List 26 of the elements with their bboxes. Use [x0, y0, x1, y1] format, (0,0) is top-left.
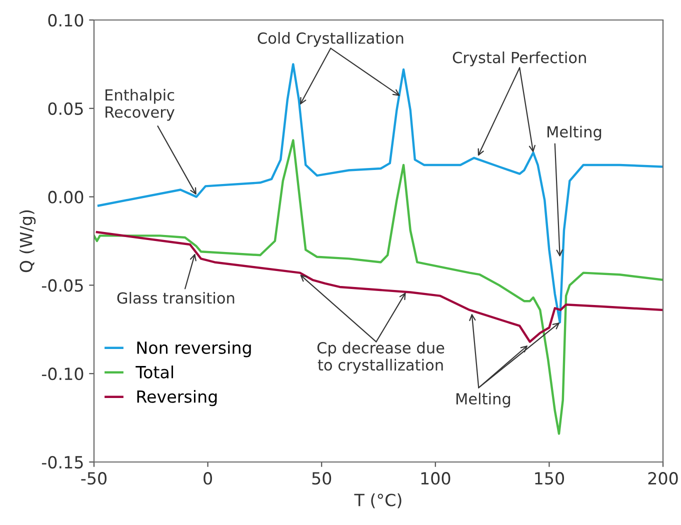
line-series	[94, 139, 663, 435]
x-tick-label: 150	[535, 472, 564, 485]
x-tick-label: -50	[81, 472, 107, 485]
line-series	[96, 231, 663, 343]
y-axis-title: Q (W/g)	[19, 210, 36, 272]
y-tick-label: 0.00	[48, 190, 84, 204]
annotation: Crystal Perfection	[452, 52, 586, 66]
x-tick-label: 50	[312, 472, 332, 485]
y-tick-label: -0.15	[42, 456, 83, 469]
annotation: Cp decrease due to crystallization	[317, 342, 444, 374]
legend-label: Non reversing	[137, 341, 251, 358]
y-tick-label: 0.10	[48, 14, 84, 27]
x-tick-label: 100	[421, 472, 450, 485]
y-tick-label: 0.05	[48, 102, 83, 115]
legend-label: Reversing	[137, 390, 217, 406]
annotation: Enthalpic Recovery	[106, 88, 174, 121]
x-axis-title: T (°C)	[354, 493, 402, 508]
x-tick-label: 200	[648, 472, 678, 485]
annotation: Cold Crystallization	[258, 32, 404, 47]
annotation: Glass transition	[117, 292, 234, 304]
annotation: Melting	[456, 392, 510, 408]
y-tick-label: -0.05	[42, 279, 83, 292]
legend-label: Total	[136, 366, 174, 378]
annotation: Melting	[548, 126, 602, 141]
y-tick-label: -0.10	[42, 368, 84, 380]
x-tick-label: 0	[204, 472, 212, 485]
